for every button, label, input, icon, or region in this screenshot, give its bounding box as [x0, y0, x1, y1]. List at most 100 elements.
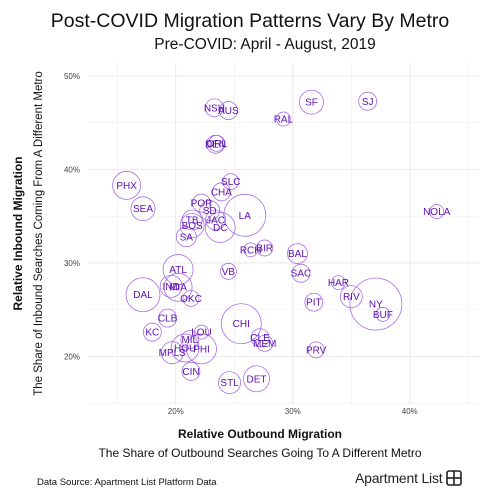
bubble-label-det: DET: [247, 374, 267, 385]
bubble-label-la: LA: [239, 211, 252, 222]
bubble-sf: [299, 89, 324, 115]
bubble-label-mpls: MPLS: [159, 348, 187, 359]
bubble-label-bal: BAL: [288, 249, 307, 260]
bubble-okc: [182, 290, 200, 307]
bubble-phi: [186, 333, 217, 365]
bubble-la: [223, 193, 267, 237]
bubble-kc: [143, 322, 162, 342]
bubble-label-buf: BUF: [373, 310, 393, 321]
bubble-label-pit: PIT: [306, 298, 322, 309]
bubble-label-bir: BIR: [256, 243, 273, 254]
bubble-label-mia: MIA: [169, 283, 187, 294]
bubble-bos: [179, 213, 205, 238]
bubble-nola: [429, 204, 445, 219]
x-tick-labels: 20% 30% 40%: [168, 407, 418, 416]
bubble-mpls: [160, 341, 184, 365]
bubble-vb: [220, 263, 237, 280]
bubble-sac: [291, 263, 311, 283]
bubble-cha: [212, 182, 231, 202]
bubble-label-cle: CLE: [250, 333, 270, 344]
bubble-label-phx: PHX: [116, 181, 137, 192]
bubble-dc: [204, 212, 236, 243]
bubble-clb: [158, 308, 177, 328]
bubble-label-sf: SF: [305, 98, 318, 109]
bubble-sj: [358, 91, 378, 111]
y-axis-titles: Relative Inbound Migration The Share of I…: [11, 71, 45, 396]
bubble-label-mil: MIL: [181, 335, 198, 346]
bubble-pit: [304, 292, 324, 312]
bubble-label-ral: RAL: [274, 115, 294, 126]
bubble-label-sea: SEA: [133, 204, 153, 215]
bubble-ny: [349, 277, 403, 331]
bubble-har: [331, 275, 346, 290]
bubble-jac: [205, 209, 226, 231]
bubble-lou: [194, 324, 209, 340]
bubble-label-prv: PRV: [306, 345, 327, 356]
bubble-atl: [162, 254, 194, 285]
bubble-sa: [175, 226, 197, 248]
bubble-mem: [256, 334, 274, 352]
bubble-label-chi: CHI: [233, 319, 250, 330]
bubble-label-lou: LOU: [191, 328, 212, 339]
bubble-sea: [130, 196, 156, 222]
bubble-label-bos: BOS: [182, 221, 203, 232]
bubble-label-orl: ORL: [206, 139, 227, 150]
data-source-note: Data Source: Apartment List Platform Dat…: [37, 477, 217, 488]
bubble-label-phi: PHI: [193, 344, 210, 355]
bubble-label-tb: TB: [186, 215, 199, 226]
bubble-label-stl: STL: [220, 378, 239, 389]
bubble-label-kc: KC: [145, 328, 159, 339]
x-tick-label: 20%: [168, 407, 184, 416]
x-tick-label: 30%: [285, 407, 301, 416]
bubble-label-por: POR: [191, 199, 213, 210]
bubble-det: [243, 365, 270, 393]
grid-lines: [88, 62, 480, 405]
bubble-label-rch: RCH: [240, 245, 262, 256]
bubble-label-atl: ATL: [169, 265, 187, 276]
x-tick-label: 40%: [402, 407, 418, 416]
y-axis-subtitle: The Share of Inbound Searches Coming Fro…: [33, 71, 45, 396]
bubble-label-nsh: NSH: [204, 103, 225, 114]
y-axis-title: Relative Inbound Migration: [11, 156, 25, 310]
bubbles: [112, 89, 445, 394]
chart-title: Post-COVID Migration Patterns Vary By Me…: [50, 10, 450, 32]
bubble-label-sa: SA: [180, 232, 194, 243]
logo-mark-icon: [446, 470, 463, 486]
bubble-prv: [307, 341, 325, 359]
y-tick-labels: 20% 30% 40% 50%: [64, 72, 80, 361]
bubble-label-mem: MEM: [253, 339, 276, 350]
bubble-label-aus: AUS: [218, 106, 239, 117]
bubble-orl: [208, 134, 226, 152]
bubble-buf: [375, 306, 391, 322]
bubble-rch: [243, 242, 259, 258]
bubble-label-sj: SJ: [362, 97, 374, 108]
bubble-hou: [170, 333, 200, 363]
y-tick-label: 20%: [64, 352, 80, 361]
bubble-label-clb: CLB: [158, 314, 178, 325]
bubble-por: [192, 193, 211, 213]
bubble-label-dc: DC: [213, 223, 227, 234]
bubble-label-ny: NY: [369, 300, 383, 311]
bubble-label-har: HAR: [328, 278, 349, 289]
bubble-bir: [256, 239, 274, 257]
bubble-label-jac: JAC: [206, 215, 225, 226]
bubble-label-vb: VB: [222, 267, 236, 278]
bubble-mia: [163, 272, 193, 302]
bubble-riv: [339, 285, 363, 308]
bubble-cle: [250, 328, 270, 348]
bubble-stl: [218, 371, 241, 394]
logo-text: Apartment List: [355, 470, 443, 486]
bubble-label-slc: SLC: [221, 177, 240, 188]
chart-subtitle: Pre-COVID: April - August, 2019: [154, 36, 376, 53]
bubble-chi: [220, 303, 262, 345]
bubble-label-dal: DAL: [133, 290, 153, 301]
bubble-ind: [159, 274, 183, 298]
bubble-label-cha: CHA: [211, 187, 232, 198]
y-tick-label: 40%: [64, 165, 80, 174]
y-tick-label: 50%: [64, 72, 80, 81]
bubble-label-ind: IND: [162, 282, 179, 293]
bubble-tb: [181, 209, 203, 231]
bubble-label-cin: CIN: [182, 367, 199, 378]
